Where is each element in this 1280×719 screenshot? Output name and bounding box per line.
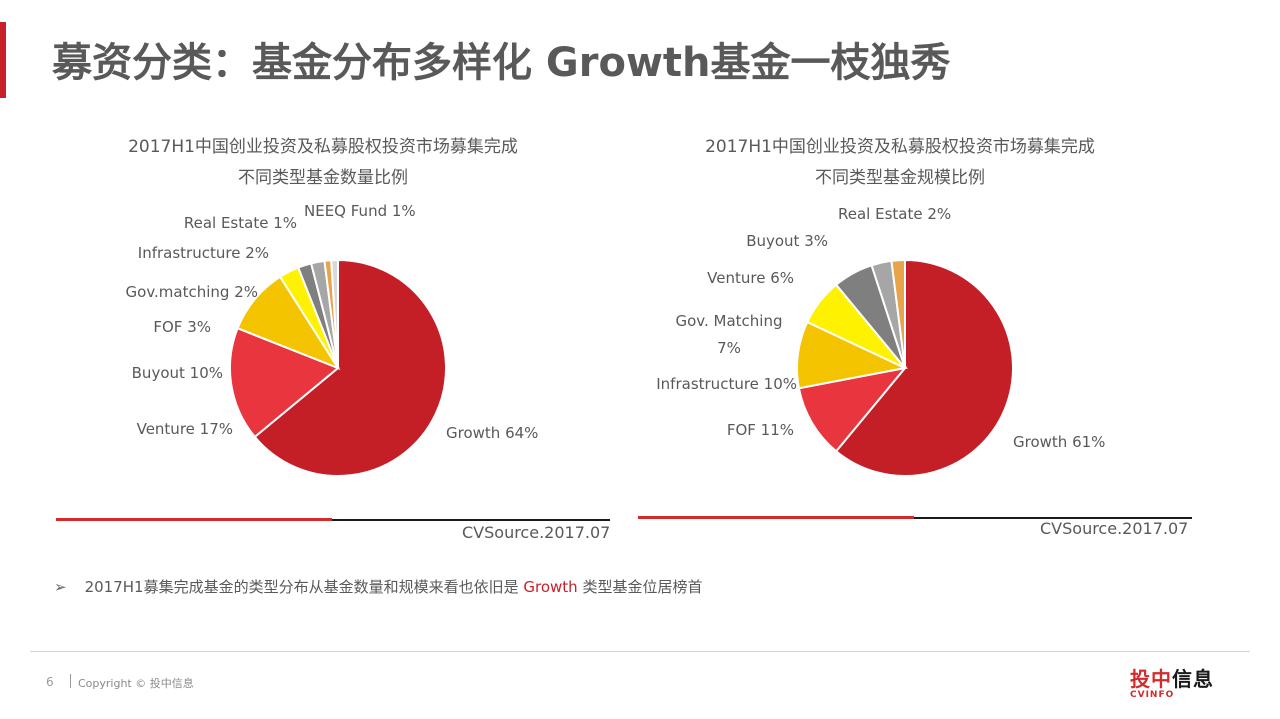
chart2-slice-growth xyxy=(834,258,1014,477)
chart2-slice-fof xyxy=(797,366,908,453)
chart2-source: CVSource.2017.07 xyxy=(1040,519,1189,538)
copyright-text: Copyright © 投中信息 xyxy=(78,677,194,690)
chart2-source-rule-red xyxy=(638,516,914,519)
chart2-label-fof: FOF 11% xyxy=(727,421,794,439)
bullet-text-highlight: Growth xyxy=(523,578,578,596)
chart1-label-growth: Growth 64% xyxy=(446,424,538,442)
page-number: 6 xyxy=(46,675,54,689)
logo-text-red: 投中 xyxy=(1130,667,1172,691)
title-accent-bar xyxy=(0,22,6,98)
slide-title: 募资分类：基金分布多样化 Growth基金一枝独秀 xyxy=(52,40,951,86)
chart1-title-line2: 不同类型基金数量比例 xyxy=(238,168,408,188)
chart2-label-growth: Growth 61% xyxy=(1013,433,1105,451)
chart2-source-rule-black xyxy=(914,517,1192,519)
footer-separator xyxy=(70,674,71,688)
chart2-slice-real-estate xyxy=(890,258,906,369)
chart1-slice-neeq-fund xyxy=(330,258,339,369)
chart2-title-line2: 不同类型基金规模比例 xyxy=(815,168,985,188)
chart1-label-buyout: Buyout 10% xyxy=(132,364,223,382)
bullet-arrow-icon: ➢ xyxy=(54,578,67,596)
logo-text-dark: 信息 xyxy=(1172,667,1214,691)
cvinfo-logo: 投中信息 CVINFO xyxy=(1130,668,1218,702)
bullet-point: ➢ 2017H1募集完成基金的类型分布从基金数量和规模来看也依旧是 Growth … xyxy=(54,576,702,597)
chart2-label-buyout: Buyout 3% xyxy=(746,232,828,250)
bullet-text-prefix: 2017H1募集完成基金的类型分布从基金数量和规模来看也依旧是 xyxy=(84,578,519,596)
bullet-text-suffix: 类型基金位居榜首 xyxy=(582,578,703,596)
chart1-source-rule-black xyxy=(332,519,610,521)
chart2-label-infrastructure: Infrastructure 10% xyxy=(656,375,797,393)
logo-subtext: CVINFO xyxy=(1130,690,1175,700)
chart1-source: CVSource.2017.07 xyxy=(462,523,611,542)
chart2-label-real-estate: Real Estate 2% xyxy=(838,205,951,223)
chart2-label-venture: Venture 6% xyxy=(707,269,794,287)
chart1-label-neeq-fund: NEEQ Fund 1% xyxy=(304,202,416,220)
chart2-title-line1: 2017H1中国创业投资及私募股权投资市场募集完成 xyxy=(705,137,1095,157)
footer-divider xyxy=(30,651,1250,652)
chart1-label-gov-matching: Gov.matching 2% xyxy=(126,283,258,301)
chart1-source-rule-red xyxy=(56,518,332,521)
chart1-label-real-estate: Real Estate 1% xyxy=(184,214,297,232)
chart1-label-fof: FOF 3% xyxy=(153,318,211,336)
chart1-label-venture: Venture 17% xyxy=(137,420,233,438)
chart1-title-line1: 2017H1中国创业投资及私募股权投资市场募集完成 xyxy=(128,137,518,157)
chart1-slice-growth xyxy=(253,258,447,477)
chart2-title: 2017H1中国创业投资及私募股权投资市场募集完成 不同类型基金规模比例 xyxy=(685,132,1115,194)
chart1-label-infrastructure: Infrastructure 2% xyxy=(138,244,269,262)
logo-wordmark: 投中信息 xyxy=(1130,668,1218,690)
chart1-title: 2017H1中国创业投资及私募股权投资市场募集完成 不同类型基金数量比例 xyxy=(108,132,538,194)
chart1-slice-venture xyxy=(228,326,340,439)
chart2-label-gov-matching: Gov. Matching 7% xyxy=(675,312,782,357)
